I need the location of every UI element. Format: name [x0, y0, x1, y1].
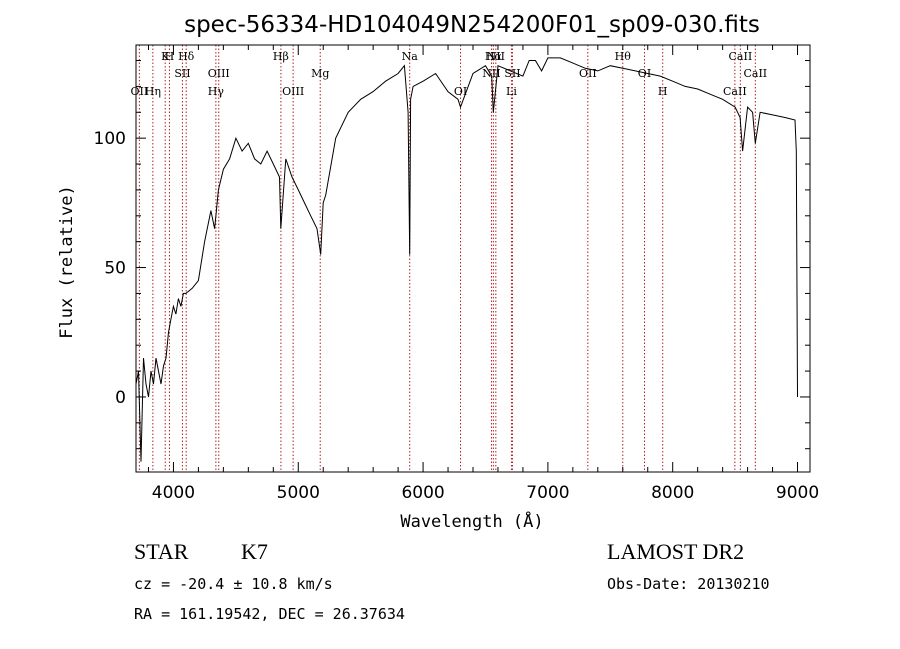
object-subclass: K7 [241, 539, 268, 564]
line-label-4: SII [174, 67, 190, 80]
line-label-3: H [165, 50, 175, 63]
x-tick-label-3: 7000 [526, 483, 569, 503]
line-label-10: Mg [311, 67, 329, 80]
spectral-line-markers [138, 45, 756, 472]
plot-frame [135, 44, 811, 473]
y-tick-label-2: 100 [94, 129, 126, 149]
line-label-23: CaII [729, 50, 753, 63]
line-label-6: Hγ [208, 85, 225, 98]
x-axis-ticks: 4000 5000 6000 7000 8000 9000 [147, 45, 819, 503]
line-label-5: Hδ [178, 50, 195, 63]
object-class: STAR [134, 539, 189, 564]
observation-date: Obs-Date: 20130210 [607, 575, 770, 593]
line-label-7: OIII [208, 67, 230, 80]
chart-title: spec-56334-HD104049N254200F01_sp09-030.f… [184, 12, 760, 38]
spectral-line-labels: OIIHηKHSIIHδHγOIIIHβOIIIMgNaOINIIHαNIILi… [131, 50, 768, 98]
redshift-value: cz = -20.4 ± 10.8 km/s [134, 575, 333, 593]
spectrum-line [135, 57, 798, 462]
x-tick-label-2: 6000 [401, 483, 444, 503]
line-label-1: Hη [145, 85, 161, 98]
line-label-2: K [161, 50, 170, 63]
coordinates: RA = 161.19542, DEC = 26.37634 [134, 605, 405, 623]
y-tick-label-0: 0 [115, 388, 126, 408]
y-axis-ticks: 0 50 100 [94, 60, 810, 450]
x-tick-label-5: 9000 [776, 483, 819, 503]
x-tick-label-1: 5000 [277, 483, 320, 503]
x-axis-label: Wavelength (Å) [400, 510, 543, 532]
line-label-14: Hα [485, 50, 503, 63]
line-label-20: OI [638, 67, 651, 80]
line-label-16: Li [506, 85, 517, 98]
line-label-0: OII [131, 85, 149, 98]
line-label-11: Na [402, 50, 419, 63]
y-tick-label-1: 50 [104, 259, 126, 279]
line-label-24: CaII [743, 67, 767, 80]
line-label-21: H [658, 85, 668, 98]
x-tick-label-4: 8000 [651, 483, 694, 503]
x-tick-label-0: 4000 [152, 483, 195, 503]
line-label-8: Hβ [273, 50, 289, 63]
line-label-9: OIII [282, 85, 304, 98]
line-label-13: NII [482, 67, 500, 80]
line-label-15: NII [487, 50, 505, 63]
line-label-12: OI [454, 85, 467, 98]
survey-name: LAMOST DR2 [607, 539, 744, 564]
line-label-22: CaII [723, 85, 747, 98]
y-axis-label: Flux (relative) [57, 185, 77, 339]
line-label-19: Hθ [615, 50, 632, 63]
